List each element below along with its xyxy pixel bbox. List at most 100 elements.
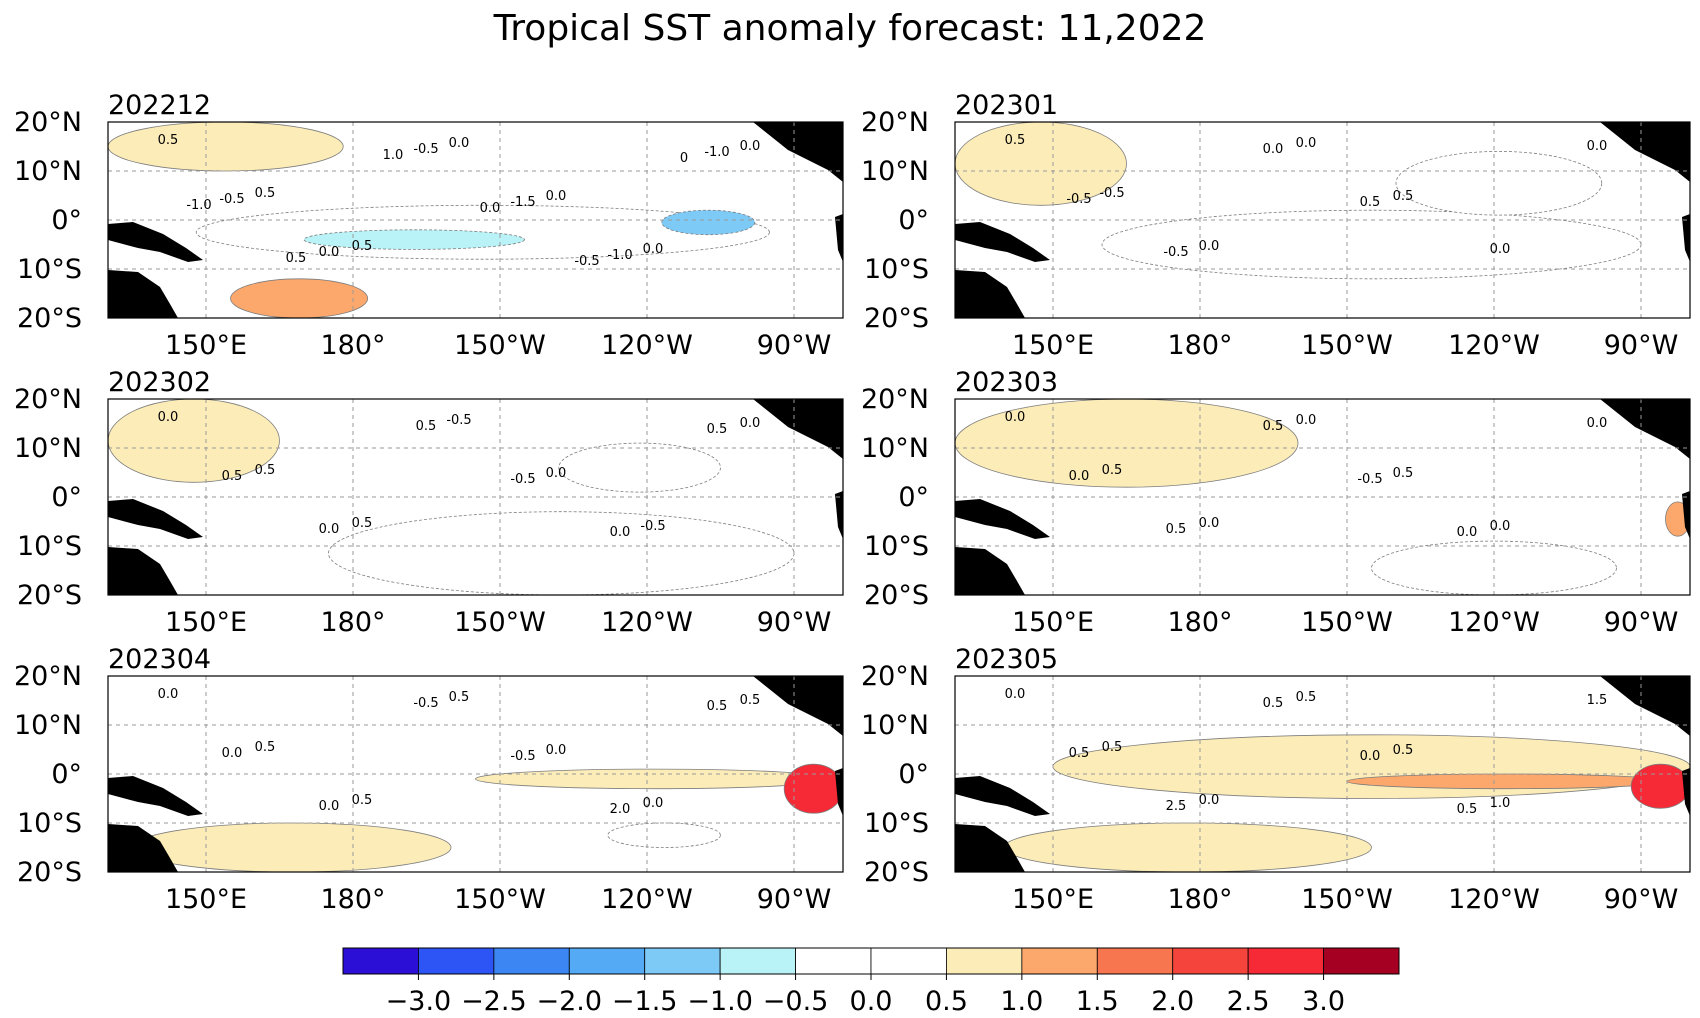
contour-label: 0.5: [1102, 463, 1123, 478]
colorbar-segment: [719, 947, 796, 975]
colorbar-tick-label: −2.0: [537, 986, 603, 1017]
colorbar-tick-label: 1.5: [1076, 986, 1119, 1017]
lon-tick-label: 120°W: [1448, 330, 1540, 361]
lat-tick-label: 0°: [898, 205, 929, 236]
contour-label: 0.0: [222, 746, 243, 761]
colorbar-tick-label: 0.0: [850, 986, 893, 1017]
contour-label: 0.0: [1263, 142, 1284, 157]
colorbar-tick-label: −2.5: [461, 986, 527, 1017]
contour-label: 0.5: [1393, 466, 1414, 481]
contour-label: 0.5: [352, 793, 373, 808]
contour-label: 0.5: [1069, 746, 1090, 761]
lon-tick-label: 180°: [1167, 884, 1232, 915]
panel-title: 202304: [108, 644, 211, 675]
lat-tick-label: 10°N: [14, 710, 82, 741]
cold-anomaly-area: [661, 209, 756, 236]
lon-tick-label: 180°: [1167, 607, 1232, 638]
lon-tick-label: 120°W: [601, 884, 693, 915]
lat-tick-label: 10°S: [17, 531, 82, 562]
lon-tick-label: 150°E: [1012, 330, 1094, 361]
contour-label: 0.0: [1457, 525, 1478, 540]
map-panel-202305: 0.0 0.5 0.0 0.5 0.5 1.0 1.5 0.5 2.5 0.5 0.0 0.5 2023…: [861, 644, 1691, 915]
contour-label: 0.5: [1263, 419, 1284, 434]
lon-tick-label: 120°W: [1448, 607, 1540, 638]
contour-label: 0.0: [1490, 242, 1511, 257]
contour-label: 0.5: [286, 251, 307, 266]
warm-anomaly-area: [1003, 822, 1372, 872]
contour-label: -0.5: [413, 696, 438, 711]
lon-tick-label: 120°W: [601, 330, 693, 361]
lon-tick-label: 150°E: [165, 607, 247, 638]
contour-label: 0.5: [1166, 522, 1187, 537]
contour-label: -1.0: [607, 248, 632, 263]
cold-anomaly-area: [303, 229, 525, 250]
contour-label: 1.5: [1587, 693, 1608, 708]
colorbar-segment: [946, 947, 1023, 975]
map-panel-202212: 0.5 0.5 0.5 0.0 0.0 0.0 0.0 -0.5 0.0 -0.5 -1.5 -1.0…: [14, 90, 844, 361]
colorbar-segment: [418, 947, 495, 975]
contour-label: 0.5: [707, 422, 728, 437]
contour-label: 0.5: [255, 186, 276, 201]
warm-anomaly-area: [783, 763, 843, 814]
lat-tick-label: 20°N: [14, 384, 82, 415]
lat-tick-label: 0°: [51, 759, 82, 790]
lon-tick-label: 180°: [1167, 330, 1232, 361]
contour-label: 0.0: [480, 201, 501, 216]
contour-label: 2.5: [1166, 799, 1187, 814]
colorbar-segment: [493, 947, 570, 975]
contour-label: -1.0: [186, 198, 211, 213]
lon-tick-label: 90°W: [1604, 607, 1679, 638]
panel-title: 202302: [108, 367, 211, 398]
colorbar-segment: [1247, 947, 1324, 975]
lat-tick-label: 20°N: [861, 661, 929, 692]
colorbar-tick-label: −1.5: [612, 986, 678, 1017]
lon-tick-label: 150°W: [1301, 607, 1393, 638]
warm-anomaly-area: [132, 822, 452, 872]
contour-label: 0.0: [1069, 469, 1090, 484]
figure-title: Tropical SST anomaly forecast: 11,2022: [493, 8, 1207, 49]
contour-label: 0.0: [546, 189, 567, 204]
map-panel-202301: 0.5 -0.5 0.0 0.0 0.5 0.0 0.0 -0.5 -0.5 0.0 0.5 2023…: [861, 90, 1691, 361]
lat-tick-label: 0°: [51, 482, 82, 513]
lat-tick-label: 10°S: [864, 808, 929, 839]
lat-tick-label: 0°: [898, 759, 929, 790]
lon-tick-label: 90°W: [757, 607, 832, 638]
lat-tick-label: 0°: [51, 205, 82, 236]
lon-tick-label: 150°W: [1301, 330, 1393, 361]
lon-tick-label: 150°E: [1012, 607, 1094, 638]
contour-label: 0.5: [1457, 802, 1478, 817]
contour-label: 0.0: [319, 799, 340, 814]
contour-label: 0.5: [352, 516, 373, 531]
lat-tick-label: 10°N: [861, 433, 929, 464]
colorbar: −3.0 −2.5 −2.0 −1.5 −1.0 −0.5 0.0 0.5 1.0 1.5 2.0 2…: [342, 947, 1400, 1017]
contour-label: 0: [680, 151, 688, 166]
contour-label: 0.5: [255, 463, 276, 478]
contour-label: 0.5: [740, 693, 761, 708]
land-mask: [955, 676, 1690, 872]
colorbar-segment: [1172, 947, 1249, 975]
colorbar-tick-label: 1.0: [1000, 986, 1043, 1017]
contour-label: 0.0: [1199, 793, 1220, 808]
contour-label: 0.5: [158, 133, 179, 148]
map-panel-202304: 0.0 0.5 0.5 0.5 0.0 0.0 0.5 0.0 0.0 -0.5 -0.5 2.0 0.…: [14, 644, 844, 915]
map-panel-202302: 0.0 0.5 0.5 -0.5 0.0 -0.5 0.0 0.5 0.0 0.5 -0.5 0.0 0…: [14, 367, 844, 638]
lon-tick-label: 180°: [320, 330, 385, 361]
lat-tick-label: 20°S: [17, 857, 82, 888]
lat-tick-label: 20°S: [864, 580, 929, 611]
warm-anomaly-area: [230, 278, 369, 318]
lon-tick-label: 90°W: [1604, 330, 1679, 361]
contour-label: 0.0: [319, 245, 340, 260]
map-panel-202303: 0.0 0.5 0.0 0.0 0.5 0.0 0.0 0.0 0.5 0.5 -0.5 0.0 202…: [861, 367, 1691, 638]
contour-label: 0.5: [352, 239, 373, 254]
colorbar-segment: [568, 947, 646, 975]
contour-label: -0.5: [446, 413, 471, 428]
colorbar-tick-label: 0.5: [925, 986, 968, 1017]
contour-label: 1.0: [1490, 796, 1511, 811]
contour-label: 0.5: [707, 699, 728, 714]
contour-label: 0.0: [449, 136, 470, 151]
lon-tick-label: 90°W: [757, 330, 832, 361]
lat-tick-label: 10°N: [861, 710, 929, 741]
lat-tick-label: 20°S: [864, 303, 929, 334]
lon-tick-label: 150°E: [165, 330, 247, 361]
warm-anomaly-area: [475, 768, 834, 790]
